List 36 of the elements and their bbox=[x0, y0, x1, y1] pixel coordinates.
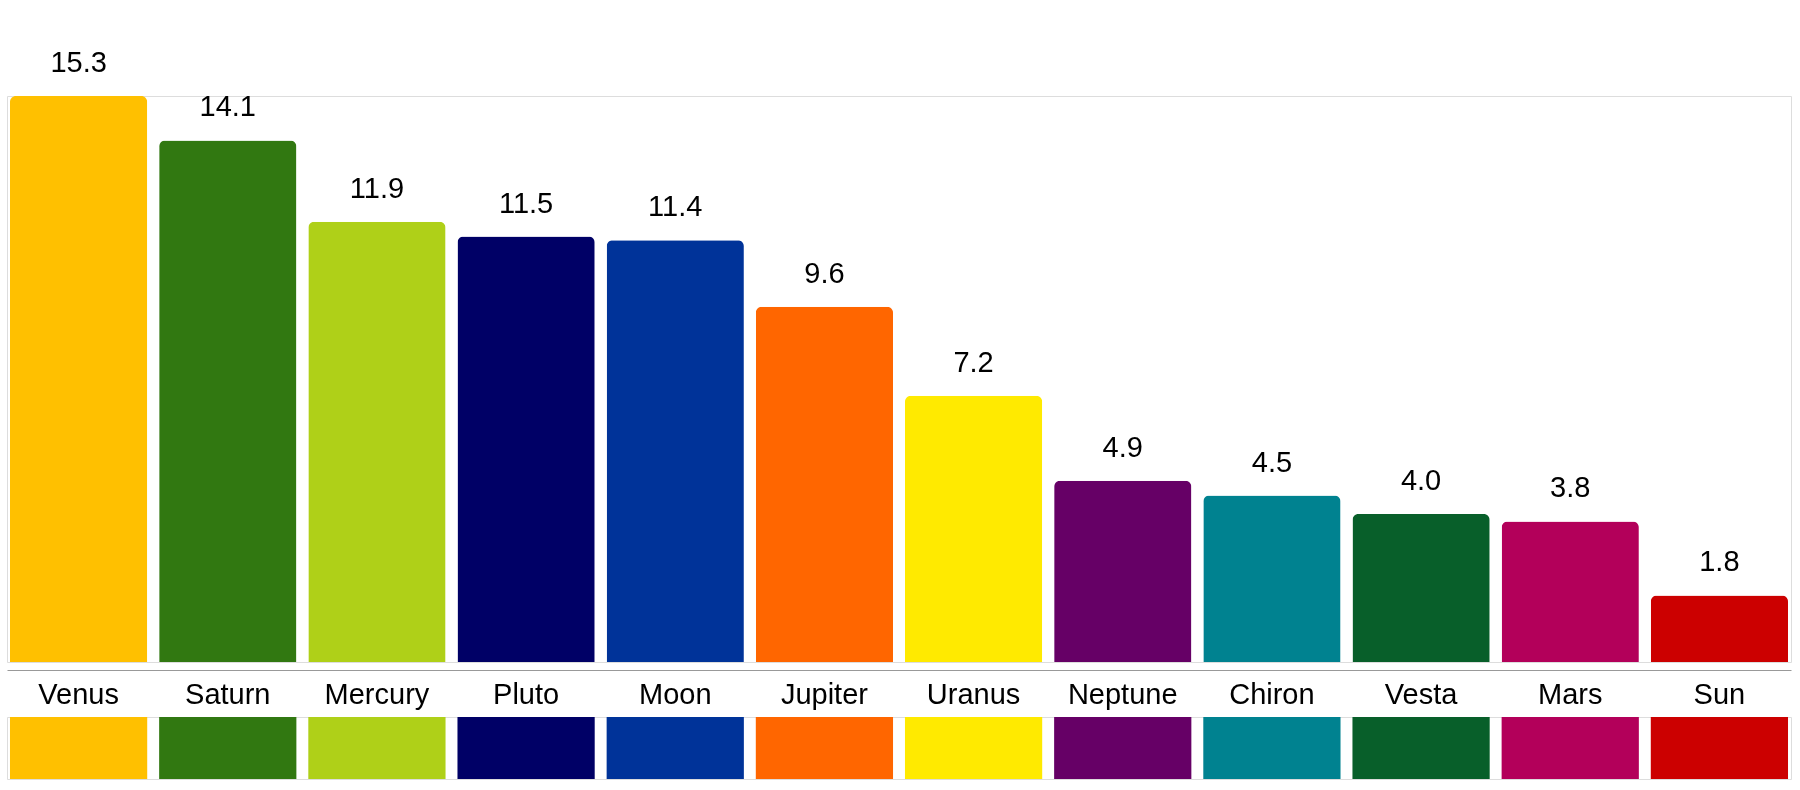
data-label: 11.4 bbox=[648, 190, 703, 223]
x-tick-label: Mars bbox=[1538, 677, 1603, 710]
x-tick-label: Saturn bbox=[185, 677, 271, 710]
x-tick-label: Moon bbox=[638, 677, 712, 710]
x-tick-label: Uranus bbox=[926, 677, 1021, 710]
bar bbox=[755, 306, 894, 662]
bar bbox=[1203, 495, 1341, 662]
bar bbox=[159, 140, 297, 662]
data-label: 7.2 bbox=[953, 345, 994, 378]
x-tick-label: Chiron bbox=[1229, 677, 1315, 710]
x-tick-label: Pluto bbox=[493, 677, 560, 710]
data-label: 1.8 bbox=[1699, 545, 1740, 578]
bar bbox=[606, 240, 744, 662]
bar bbox=[1650, 595, 1789, 662]
bar bbox=[308, 221, 446, 662]
bar bbox=[1501, 521, 1639, 662]
data-label: 15.3 bbox=[50, 46, 107, 78]
data-label: 11.5 bbox=[498, 186, 554, 219]
bar bbox=[1054, 480, 1192, 662]
bar bbox=[1352, 514, 1490, 662]
bar bbox=[457, 236, 595, 662]
data-label: 4.5 bbox=[1251, 445, 1293, 478]
data-label: 14.1 bbox=[199, 90, 256, 123]
x-tick-label: Sun bbox=[1693, 677, 1746, 710]
data-label: 4.9 bbox=[1102, 430, 1143, 463]
data-label: 3.8 bbox=[1550, 471, 1591, 504]
data-label: 11.9 bbox=[349, 171, 405, 204]
x-tick-label: Neptune bbox=[1067, 677, 1178, 710]
bar bbox=[9, 96, 148, 662]
x-tick-label: Mercury bbox=[324, 677, 430, 710]
data-label: 4.0 bbox=[1400, 464, 1442, 497]
bar bbox=[904, 395, 1043, 662]
x-tick-label: Venus bbox=[38, 677, 119, 710]
data-label: 9.6 bbox=[804, 256, 845, 289]
x-tick-label: Vesta bbox=[1384, 677, 1459, 710]
x-tick-label: Jupiter bbox=[780, 677, 869, 710]
